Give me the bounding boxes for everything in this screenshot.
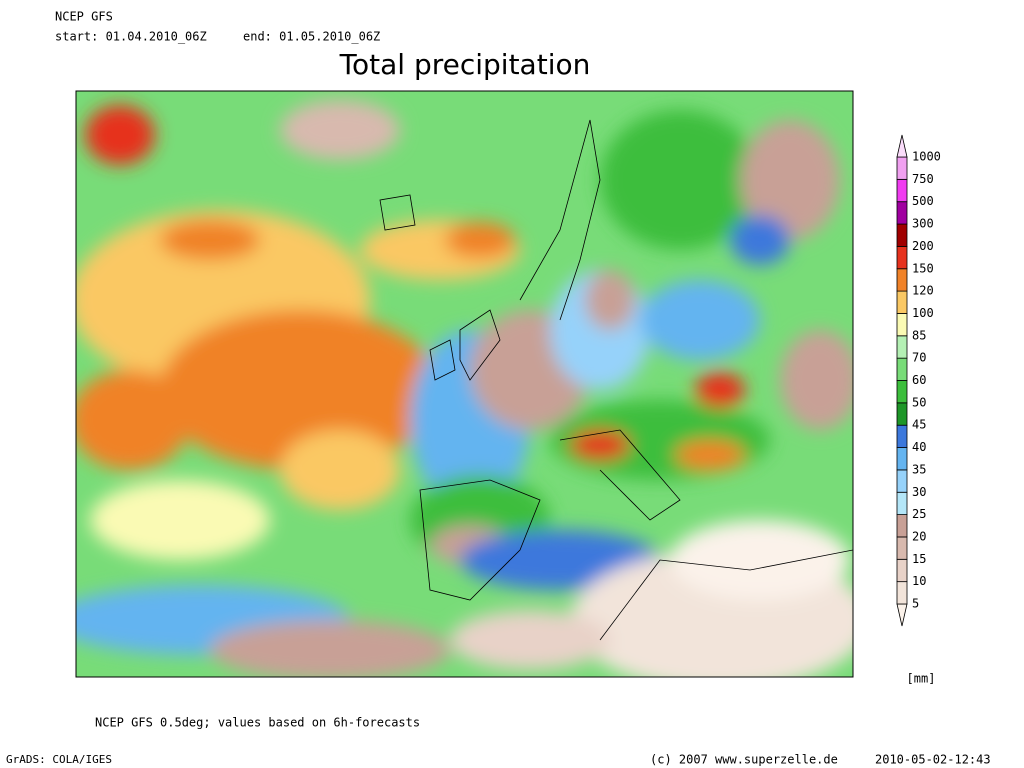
colorbar-label: 50	[912, 395, 926, 409]
colorbar-label: 45	[912, 418, 926, 432]
colorbar-box	[896, 245, 908, 270]
colorbar-label: 100	[912, 306, 934, 320]
colorbar-box	[896, 424, 908, 448]
colorbar-box	[896, 201, 908, 225]
colorbar-label: 500	[912, 194, 934, 208]
software-label: GrADS: COLA/IGES	[6, 753, 112, 766]
precip-map	[76, 91, 853, 677]
copyright-label: (c) 2007 www.superzelle.de	[650, 753, 838, 767]
colorbar-label: 20	[912, 529, 926, 543]
title: Total precipitation	[339, 48, 591, 81]
colorbar-label: 60	[912, 373, 926, 387]
colorbar-box	[896, 290, 908, 314]
colorbar-box	[896, 447, 908, 471]
colorbar-box	[896, 491, 908, 516]
colorbar-label: 35	[912, 462, 926, 476]
colorbar-box	[896, 313, 908, 337]
start-label: start: 01.04.2010_06Z	[55, 30, 207, 44]
colorbar-box	[896, 402, 908, 426]
colorbar-label: 30	[912, 485, 926, 499]
colorbar-label: 15	[912, 552, 926, 566]
colorbar-label: 750	[912, 172, 934, 186]
colorbar-label: 40	[912, 440, 926, 454]
colorbar-box	[896, 380, 908, 404]
colorbar-box	[896, 536, 908, 560]
colorbar-box	[896, 514, 908, 538]
colorbar-label: 25	[912, 507, 926, 521]
colorbar-label: 200	[912, 239, 934, 253]
unit-label: [mm]	[907, 672, 936, 686]
colorbar-triangle	[896, 134, 908, 158]
colorbar-box	[896, 223, 908, 247]
footer-note: NCEP GFS 0.5deg; values based on 6h-fore…	[95, 716, 420, 730]
map-frame	[75, 90, 854, 678]
colorbar-box	[896, 156, 908, 180]
timestamp-label: 2010-05-02-12:43	[875, 753, 991, 767]
colorbar-box	[896, 558, 908, 583]
colorbar-box	[896, 268, 908, 292]
colorbar-label: 150	[912, 261, 934, 275]
colorbar-label: 300	[912, 217, 934, 231]
colorbar: 5 10 15 20 25 30 35 40 45 50 60 70 85 100 120 150 200 300…	[896, 134, 941, 627]
colorbar-box	[896, 581, 908, 605]
colorbar-label: 120	[912, 284, 934, 298]
colorbar-label: 10	[912, 574, 926, 588]
colorbar-label: 70	[912, 351, 926, 365]
end-label: end: 01.05.2010_06Z	[243, 30, 380, 44]
colorbar-label: 85	[912, 328, 926, 342]
colorbar-box	[896, 178, 908, 203]
colorbar-box	[896, 469, 908, 493]
colorbar-box	[896, 357, 908, 381]
model-label: NCEP GFS	[55, 10, 113, 24]
colorbar-label: 1000	[912, 150, 941, 164]
colorbar-triangle	[896, 603, 908, 627]
colorbar-label: 5	[912, 597, 919, 611]
colorbar-box	[896, 335, 908, 359]
